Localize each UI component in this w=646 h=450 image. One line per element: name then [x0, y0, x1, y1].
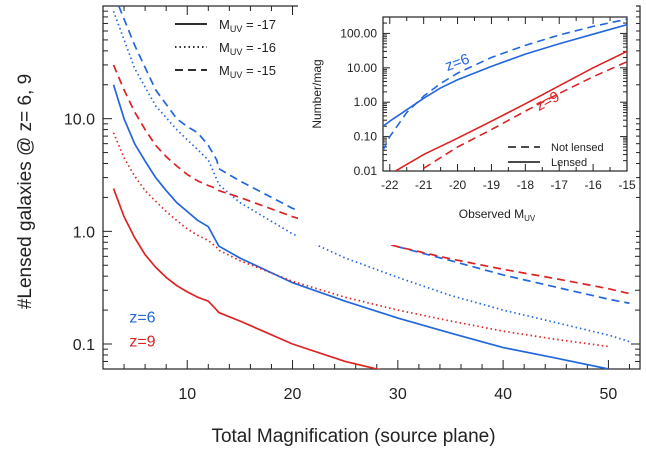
main-x-axis-title: Total Magnification (source plane): [211, 426, 495, 447]
inset-series-z6-lensed: [383, 23, 627, 127]
inset-x-tick-label: -15: [618, 178, 636, 192]
inset-legend-label: Not lensed: [551, 142, 604, 154]
inset-y-tick-label: 0.10: [354, 130, 378, 144]
main-legend-label: MUV = -15: [219, 63, 276, 80]
main-series-group: [112, 6, 630, 369]
main-x-tick-label: 10: [178, 386, 196, 403]
legend-label-sub: UV: [230, 24, 243, 34]
inset-x-axis-title-main: Observed M: [459, 207, 524, 221]
inset-y-axis-title: Number/mag: [310, 59, 324, 128]
inset-y-tick-label: 0.01: [354, 164, 378, 178]
main-x-tick-label: 50: [600, 386, 618, 403]
main-x-tick-label: 40: [494, 386, 512, 403]
main-y-tick-label: 10.0: [64, 112, 95, 129]
inset-series-group: [383, 18, 627, 171]
legend-label-main: M: [219, 40, 230, 55]
main-series-z9-muv17: [112, 188, 381, 369]
main-y-axis-title: #Lensed galaxies @ z= 6, 9: [15, 74, 36, 309]
inset-y-tick-label: 1.00: [354, 95, 378, 109]
legend-label-value: = -16: [242, 40, 276, 55]
inset-plot-frame: [382, 16, 628, 172]
inset-x-axis-title: Observed MUV: [459, 207, 536, 223]
inset-y-tick-label: 10.00: [347, 61, 377, 75]
legend-label-value: = -17: [242, 17, 276, 32]
main-series-z6-muv15: [118, 6, 630, 305]
main-legend-label: MUV = -16: [219, 40, 276, 57]
main-series-z9-muv15: [112, 64, 630, 295]
inset-x-tick-label: -20: [449, 178, 467, 192]
main-y-tick-label: 1.0: [73, 224, 95, 241]
main-x-tick-label: 20: [284, 386, 302, 403]
inset-x-tick-label: -16: [584, 178, 602, 192]
legend-label-main: M: [219, 63, 230, 78]
legend-label-sub: UV: [230, 47, 243, 57]
inset-series-z9-not-lensed: [418, 61, 627, 171]
legend-label-value: = -15: [242, 63, 276, 78]
main-annotation-z9: z=9: [129, 334, 155, 351]
main-y-tick-label: 0.1: [73, 337, 95, 354]
legend-label-main: M: [219, 17, 230, 32]
main-x-tick-label: 30: [389, 386, 407, 403]
main-series-z6-muv17: [112, 84, 609, 369]
inset-x-tick-label: -21: [415, 178, 433, 192]
main-chart: 10 20 30 40 50 0.1 1.0 10.0 Total Magnification …: [15, 5, 641, 447]
inset-background: [298, 3, 636, 245]
inset-chart: -22 -21 -20 -19 -18 -17 -16 -15 0.01 0.10 1.00 10.0…: [298, 3, 636, 245]
main-annotation-z6: z=6: [129, 310, 155, 327]
inset-x-tick-label: -18: [517, 178, 535, 192]
main-legend-label: MUV = -17: [219, 17, 276, 34]
inset-series-z9-lensed: [393, 50, 627, 171]
inset-x-tick-label: -17: [551, 178, 569, 192]
inset-series-z6-not-lensed: [383, 18, 627, 151]
main-series-z9-muv16: [112, 132, 609, 348]
inset-legend-label: Lensed: [551, 157, 587, 169]
legend-label-sub: UV: [230, 70, 243, 80]
inset-x-tick-label: -19: [483, 178, 501, 192]
inset-x-axis-title-sub: UV: [524, 214, 536, 223]
inset-y-tick-label: 100.00: [340, 26, 377, 40]
inset-x-tick-label: -22: [381, 178, 399, 192]
